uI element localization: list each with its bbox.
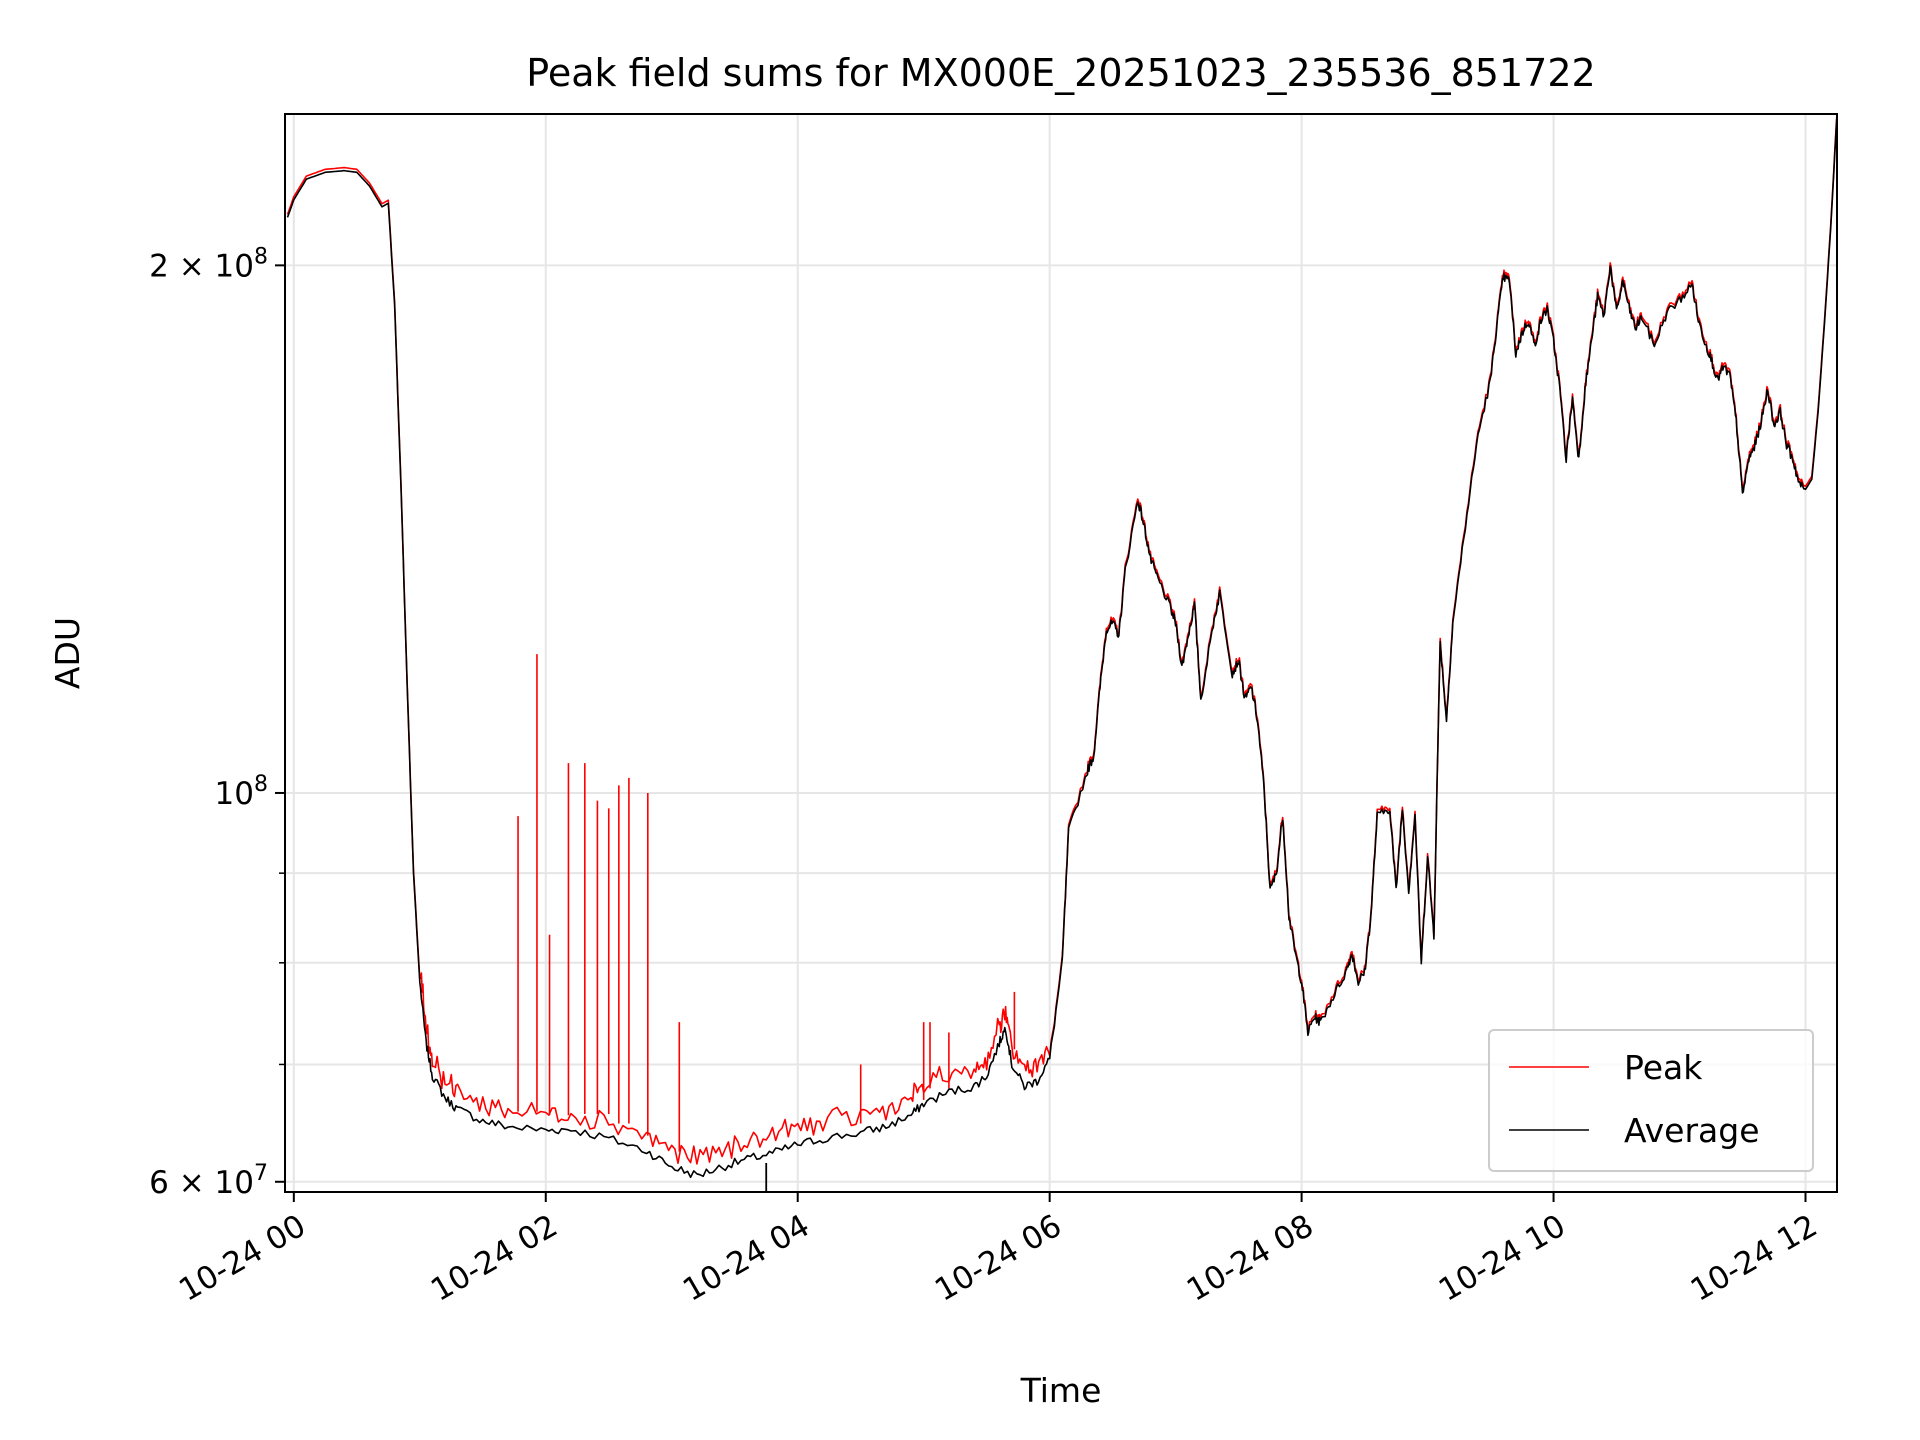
legend-average-label: Average [1624,1111,1760,1150]
legend-peak-label: Peak [1624,1048,1703,1087]
plot-area-frame [284,113,1838,1193]
y-tick-label: 6 × 107 [149,1161,268,1201]
y-tick-label: 108 [215,772,268,812]
y-tick-label: 2 × 108 [149,244,268,284]
legend: Peak Average [1488,1029,1814,1172]
x-axis-label: Time [1020,1371,1102,1410]
y-axis-label: ADU [48,617,87,689]
legend-box [1488,1029,1814,1172]
average-series-line [286,113,1838,1179]
chart-title: Peak field sums for MX000E_20251023_2355… [526,51,1595,95]
series-layer [286,113,1838,1192]
